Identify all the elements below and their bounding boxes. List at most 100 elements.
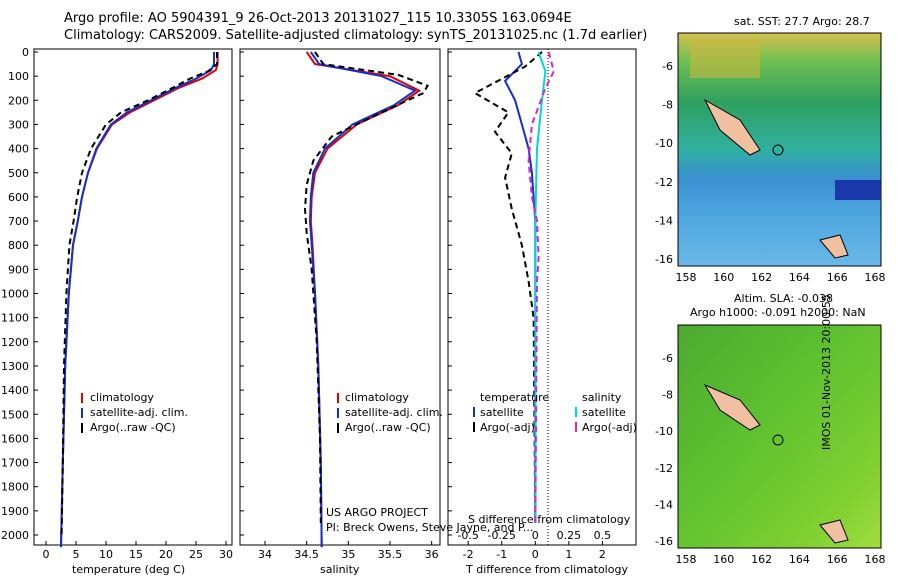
depth-tick-label: 1200 (1, 336, 29, 349)
s-tick-label: 0.5 (594, 529, 612, 542)
p2-legend-satellite: satellite-adj. clim. (345, 406, 443, 419)
map-lat-label: -16 (655, 253, 673, 266)
header-line-1: Argo profile: AO 5904391_9 26-Oct-2013 2… (64, 11, 572, 26)
x-tick-label: 35 (341, 548, 355, 561)
s-tick-label: 0 (532, 529, 539, 542)
s-tick-label: 0.25 (557, 529, 582, 542)
map-lon-label: 158 (676, 271, 697, 284)
p3-legend-s-satellite: satellite (582, 406, 626, 419)
depth-tick-label: 300 (8, 118, 29, 131)
map-lon-label: 168 (865, 553, 886, 566)
x-tick-label: -2 (463, 548, 474, 561)
series-line-satellite-adj-clim- (308, 51, 418, 548)
map-lon-label: 164 (789, 553, 810, 566)
map-lat-label: -8 (662, 389, 673, 402)
depth-tick-label: 1600 (1, 432, 29, 445)
map-lat-label: -10 (655, 137, 673, 150)
p3-legend-t-title: temperature (480, 391, 550, 404)
depth-tick-label: 500 (8, 167, 29, 180)
depth-tick-label: 0 (22, 46, 29, 59)
map-lat-label: -12 (655, 462, 673, 475)
depth-tick-label: 1000 (1, 288, 29, 301)
depth-tick-label: 1900 (1, 505, 29, 518)
argo-location-marker (772, 434, 784, 446)
header-line-2: Climatology: CARS2009. Satellite-adjuste… (64, 28, 648, 43)
x-tick-label: 25 (189, 548, 203, 561)
depth-tick-label: 1300 (1, 360, 29, 373)
panel2-series (303, 51, 429, 548)
depth-tick-label: 100 (8, 70, 29, 83)
p2-xlabel: salinity (320, 563, 360, 576)
depth-tick-label: 600 (8, 191, 29, 204)
p2-legend-climatology: climatology (345, 391, 409, 404)
depth-tick-label: 1100 (1, 312, 29, 325)
depth-tick-label: 1800 (1, 481, 29, 494)
depth-tick-label: 1700 (1, 457, 29, 470)
credit-project: US ARGO PROJECT (326, 506, 428, 519)
panel2-frame (239, 48, 441, 546)
series-line-argo-raw-qc- (60, 52, 218, 536)
map-lon-label: 160 (713, 271, 734, 284)
map-lat-label: -12 (655, 176, 673, 189)
series-line-climatology (60, 52, 219, 548)
series-line-satellite-adj-clim- (60, 52, 215, 548)
panel2-xticks: 34 34.5 35 35.5 36 (258, 541, 439, 561)
depth-tick-label: 400 (8, 143, 29, 156)
p3-legend-t-argo: Argo(-adj) (480, 421, 535, 434)
x-tick-label: -1 (496, 548, 507, 561)
x-tick-label: 2 (599, 548, 606, 561)
series-line-salinity-satellite (534, 51, 547, 523)
p3-xlabel: T difference from climatology (466, 563, 628, 576)
island-shape (703, 383, 761, 431)
map-lon-label: 162 (751, 271, 772, 284)
p1-legend-climatology: climatology (90, 391, 154, 404)
panel1-series (60, 52, 219, 548)
map-lat-label: -6 (662, 60, 673, 73)
panel3-legend (473, 407, 577, 432)
depth-tick-label: 700 (8, 215, 29, 228)
series-line-temperature-satellite (503, 51, 537, 523)
p3-xlabel-s: S difference from climatology (468, 513, 631, 526)
sst-warm-patch (690, 38, 760, 78)
map-lat-label: -6 (662, 352, 673, 365)
x-tick-label: 20 (159, 548, 173, 561)
panel1-xticks: 0 5 10 15 20 25 30 (43, 541, 233, 561)
depth-tick-label: 900 (8, 263, 29, 276)
x-tick-label: 0 (532, 548, 539, 561)
map1-title: sat. SST: 27.7 Argo: 28.7 (734, 15, 870, 28)
map-lat-label: -8 (662, 99, 673, 112)
sla-map-field (677, 324, 882, 549)
map-lat-label: -14 (655, 498, 673, 511)
depth-axis: 0 100 200 300 400 500 600 700 800 900 1000 1100 1200… (1, 46, 452, 542)
map-lon-label: 166 (827, 553, 848, 566)
map-lat-label: -16 (655, 535, 673, 548)
x-tick-label: 1 (565, 548, 572, 561)
depth-tick-label: 200 (8, 94, 29, 107)
map-lon-label: 164 (789, 271, 810, 284)
map2-title-line2: Argo h1000: -0.091 h2000: NaN (690, 306, 866, 319)
map2-title-line1: Altim. SLA: -0.038 (734, 292, 834, 305)
p2-legend-argo: Argo(..raw -QC) (345, 421, 431, 434)
x-tick-label: 5 (73, 548, 80, 561)
s-tick-label: -0.5 (457, 529, 478, 542)
map-lat-label: -10 (655, 425, 673, 438)
panel3-xticks: -2 -1 0 1 2 -0.5 -0.25 0 0.25 0.5 (457, 529, 611, 561)
x-tick-label: 15 (129, 548, 143, 561)
map-lon-label: 160 (713, 553, 734, 566)
panel1-frame (33, 48, 233, 546)
island-shape (819, 519, 849, 544)
island-shape (819, 234, 849, 259)
depth-tick-label: 1500 (1, 408, 29, 421)
series-line-salinity-argo-adj- (527, 51, 555, 523)
series-line-temperature-argo-adj- (472, 51, 543, 523)
credit-pi: PI: Breck Owens, Steve Jayne, and P... (326, 521, 534, 534)
imos-timestamp: IMOS 01-Nov-2013 20:00:55 (820, 294, 833, 450)
x-tick-label: 36 (425, 548, 439, 561)
p3-legend-t-satellite: satellite (480, 406, 524, 419)
x-tick-label: 34 (258, 548, 272, 561)
depth-tick-label: 800 (8, 239, 29, 252)
island-shape (703, 98, 761, 156)
p3-legend-s-title: salinity (582, 391, 622, 404)
